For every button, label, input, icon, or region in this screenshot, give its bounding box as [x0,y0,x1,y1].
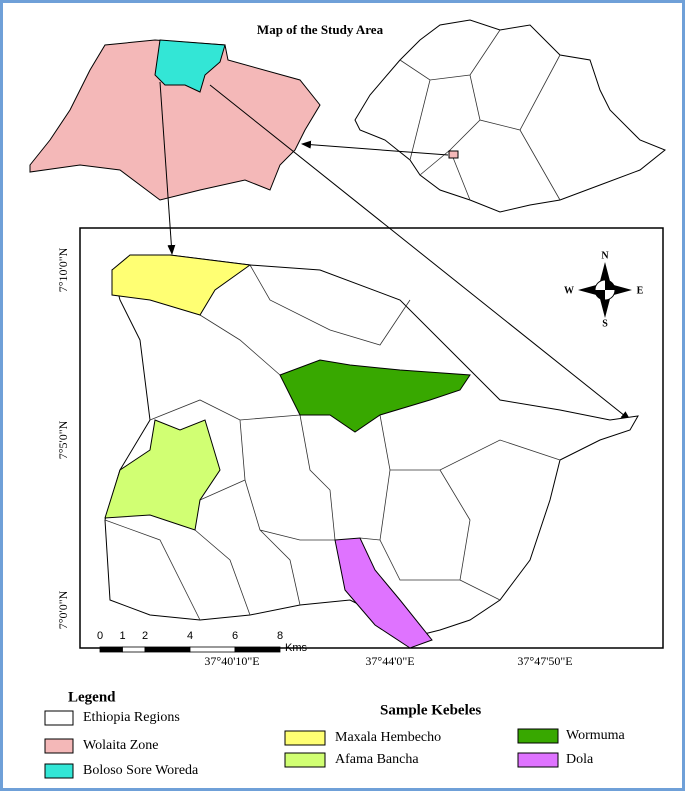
afama-bancha [104,419,221,531]
legend-label: Wormuma [566,728,626,743]
scale-unit: Kms [285,642,308,654]
scale-label: 1 [119,630,125,642]
dola [334,537,433,649]
arrow [209,84,631,421]
legend-label: Maxala Hembecho [335,730,441,745]
longitude-label: 37°40'10"E [204,654,259,668]
kebele-boundaries [104,264,561,621]
wolaita-locator [448,150,459,159]
scale-label: 0 [97,630,103,642]
arrow [159,81,176,255]
study-area [104,254,639,641]
wormuma [279,359,471,433]
legend-swatch [517,752,559,768]
scale-segment [122,646,146,653]
compass-label: W [564,285,574,296]
map-title: Map of the Study Area [257,22,384,37]
legend-label: Boloso Sore Woreda [83,763,199,778]
compass-label: S [602,318,608,329]
legend-swatch [44,738,74,754]
legend: Ethiopia Regions Wolaita Zone Boloso Sore … [44,710,626,779]
latitude-label: 7°10'0"N [56,247,70,292]
ethiopia-outline [354,19,666,213]
arrow [301,140,449,156]
scale-segment [189,646,236,653]
scale-label: 8 [277,630,283,642]
legend-swatch [44,763,74,779]
wolaita-zone [29,39,321,201]
scale-segment [234,646,281,653]
longitude-label: 37°44'0"E [365,654,414,668]
maxala-hembecho [111,254,252,316]
scale-segment [144,646,191,653]
compass-label: N [601,250,609,261]
scale-label: 4 [187,630,193,642]
scale-label: 2 [142,630,148,642]
legend-title: Legend [68,689,116,705]
north-arrow: N S E W [564,250,644,329]
latitude-label: 7°0'0"N [56,590,70,629]
legend-label: Dola [566,752,594,767]
legend-swatch [284,752,326,768]
kebeles-title: Sample Kebeles [380,702,481,718]
boloso-sore-woreda [154,39,226,93]
legend-label: Afama Bancha [335,752,419,767]
legend-label: Ethiopia Regions [83,710,180,725]
latitude-label: 7°5'0"N [56,420,70,459]
legend-swatch [517,728,559,744]
scale-segment [99,646,123,653]
legend-swatch [284,730,326,746]
compass-label: E [637,285,644,296]
legend-label: Wolaita Zone [83,738,158,753]
map-frame [79,227,664,649]
region-boundaries [399,29,561,201]
scale-label: 6 [232,630,238,642]
legend-swatch [44,710,74,726]
longitude-label: 37°47'50"E [517,654,572,668]
